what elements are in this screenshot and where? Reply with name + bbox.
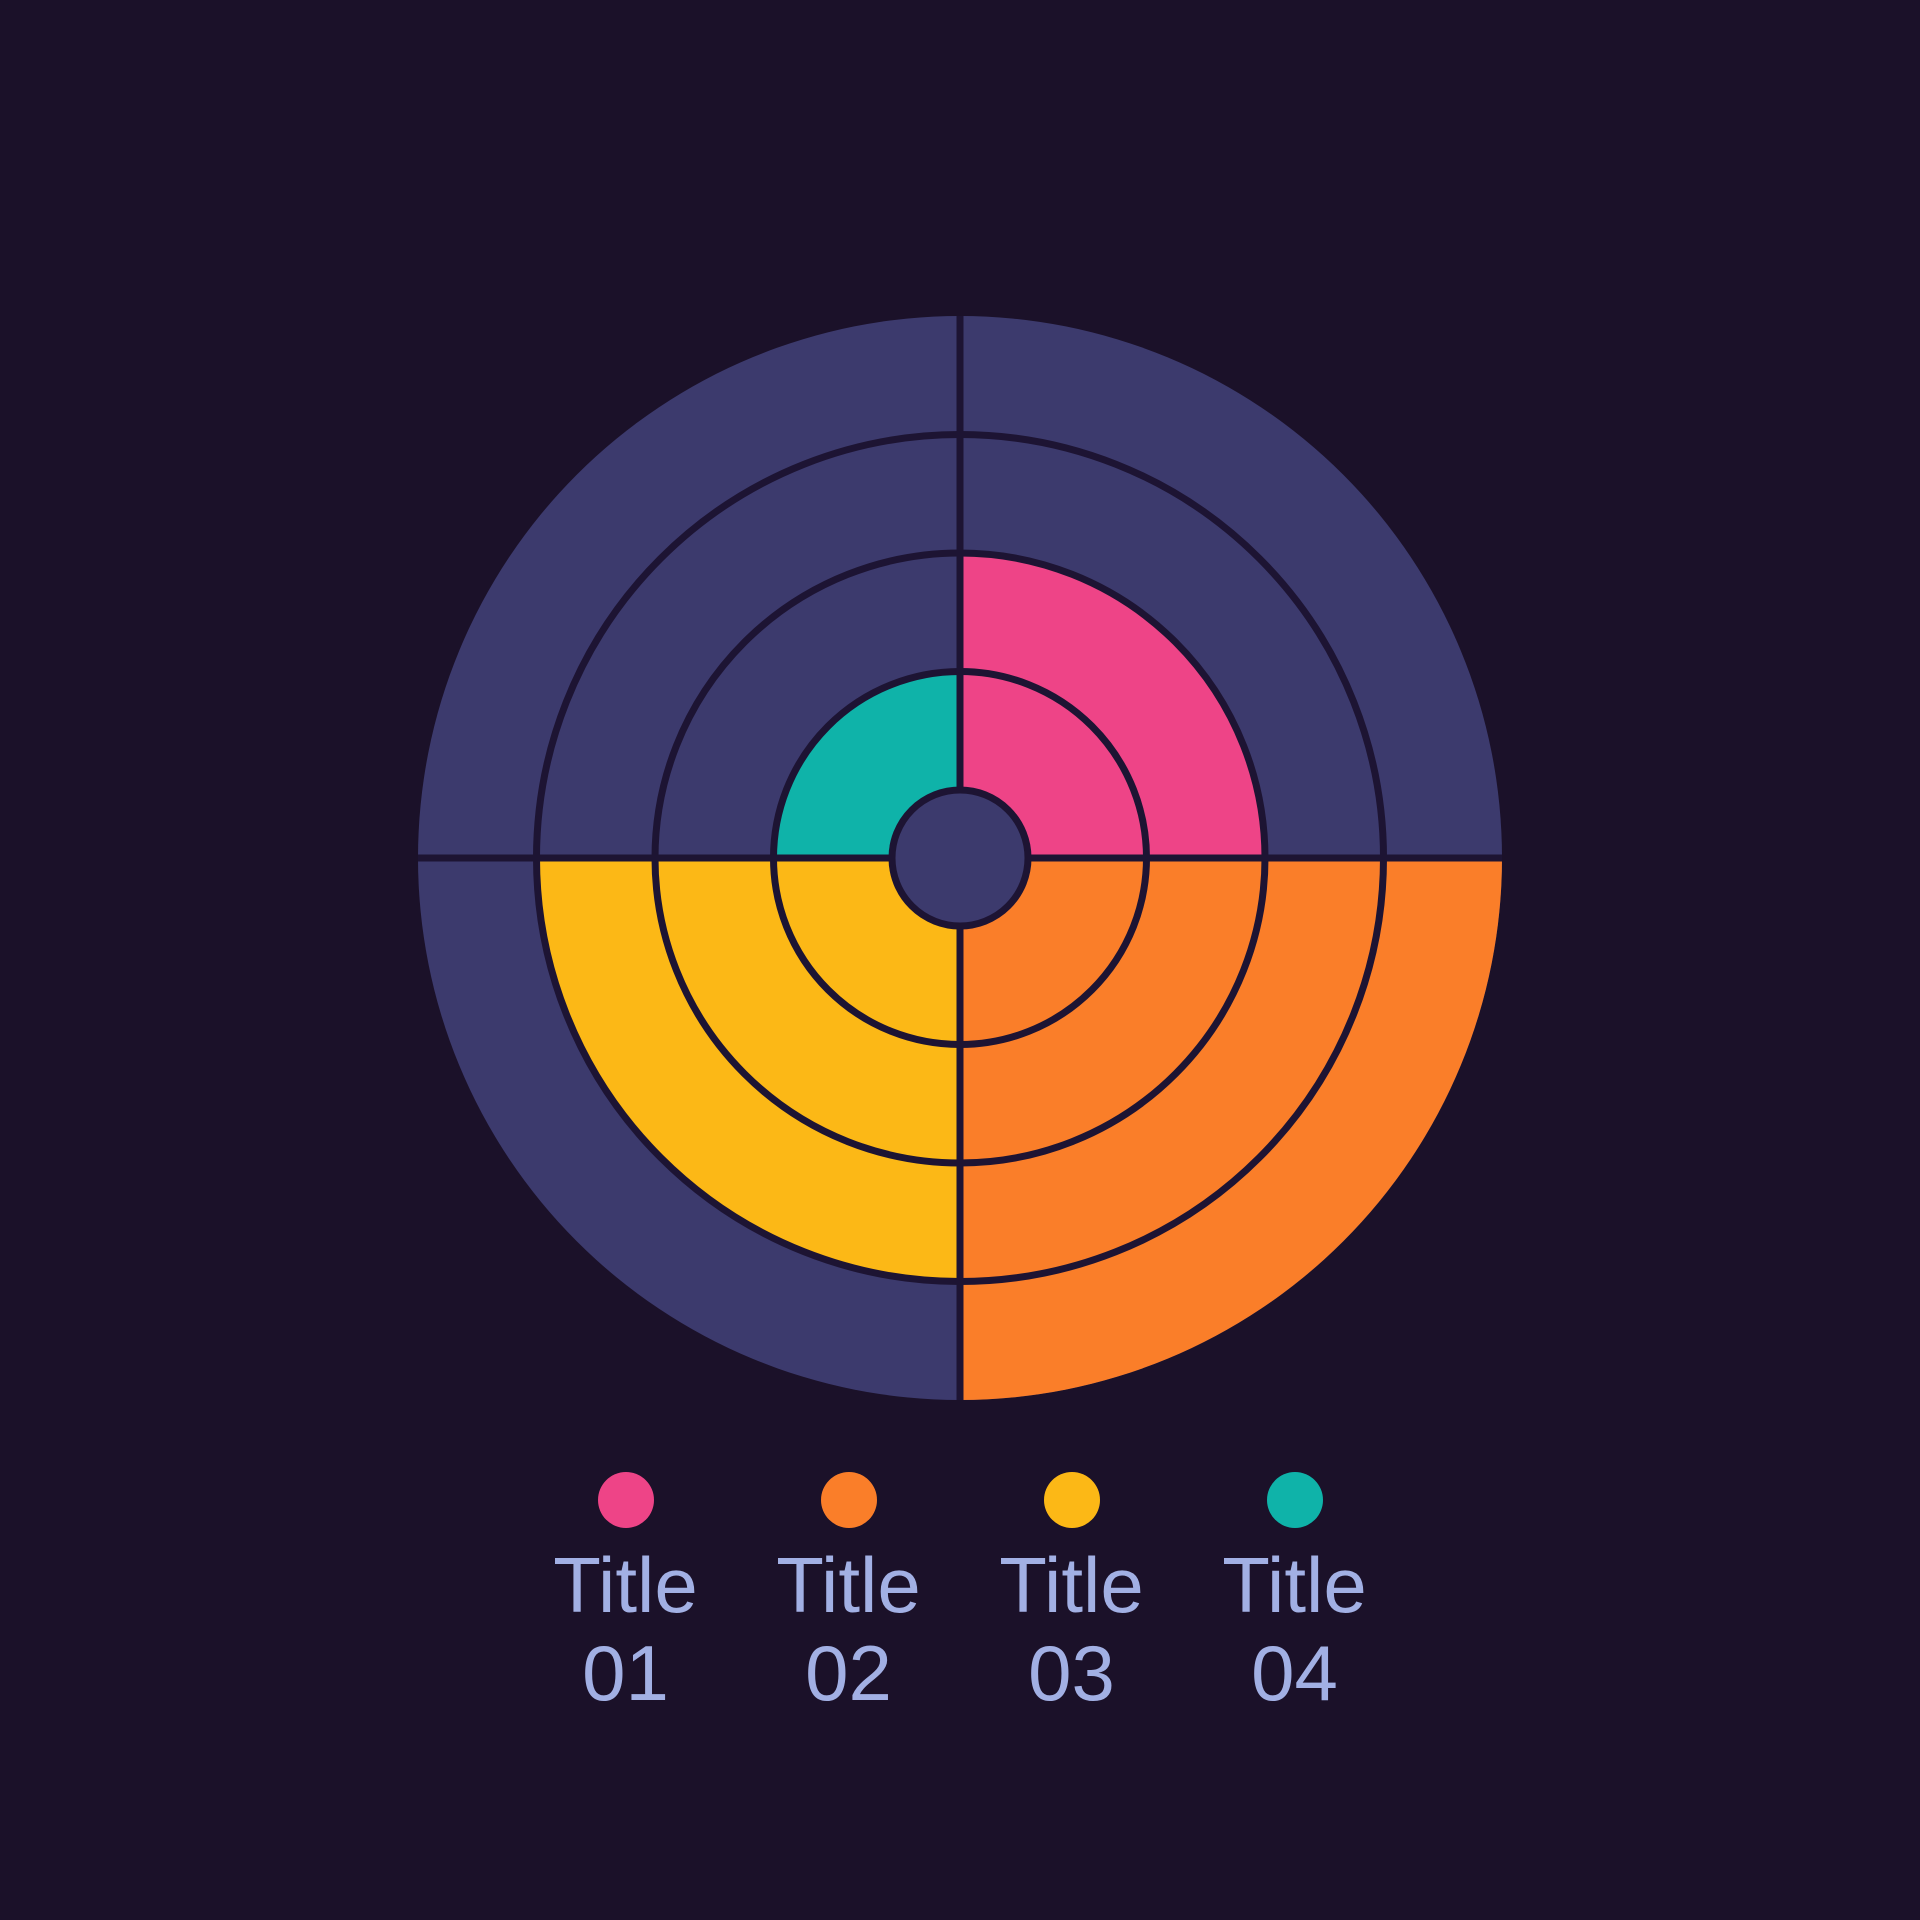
legend-label-line1: Title <box>553 1541 698 1629</box>
legend-dot-title-03 <box>1043 1472 1100 1528</box>
legend-label-title-02: Title 02 <box>776 1541 920 1717</box>
legend-item-title-01: Title 01 <box>540 1472 711 1717</box>
legend: Title 01 Title 02 Title 03 Title 04 <box>0 1472 1920 1717</box>
legend-label-line1: Title <box>776 1541 921 1629</box>
legend-item-title-04: Title 04 <box>1209 1472 1380 1717</box>
legend-label-line2: 03 <box>1028 1629 1115 1717</box>
legend-label-line1: Title <box>999 1541 1144 1629</box>
legend-label-title-04: Title 04 <box>1222 1541 1366 1717</box>
legend-label-title-03: Title 03 <box>999 1541 1143 1717</box>
center-hole <box>888 786 1032 930</box>
legend-dot-title-04 <box>1266 1472 1323 1528</box>
legend-label-line1: Title <box>1222 1541 1367 1629</box>
legend-label-line2: 02 <box>805 1629 892 1717</box>
legend-item-title-03: Title 03 <box>986 1472 1157 1717</box>
sector-title-03 <box>536 858 960 1282</box>
legend-item-title-02: Title 02 <box>763 1472 934 1717</box>
legend-label-line2: 04 <box>1251 1629 1338 1717</box>
legend-dot-title-01 <box>597 1472 654 1528</box>
sector-title-01 <box>960 553 1265 858</box>
legend-label-line2: 01 <box>582 1629 669 1717</box>
legend-dot-title-02 <box>820 1472 877 1528</box>
legend-label-title-01: Title 01 <box>553 1541 697 1717</box>
sector-title-02 <box>960 858 1502 1400</box>
